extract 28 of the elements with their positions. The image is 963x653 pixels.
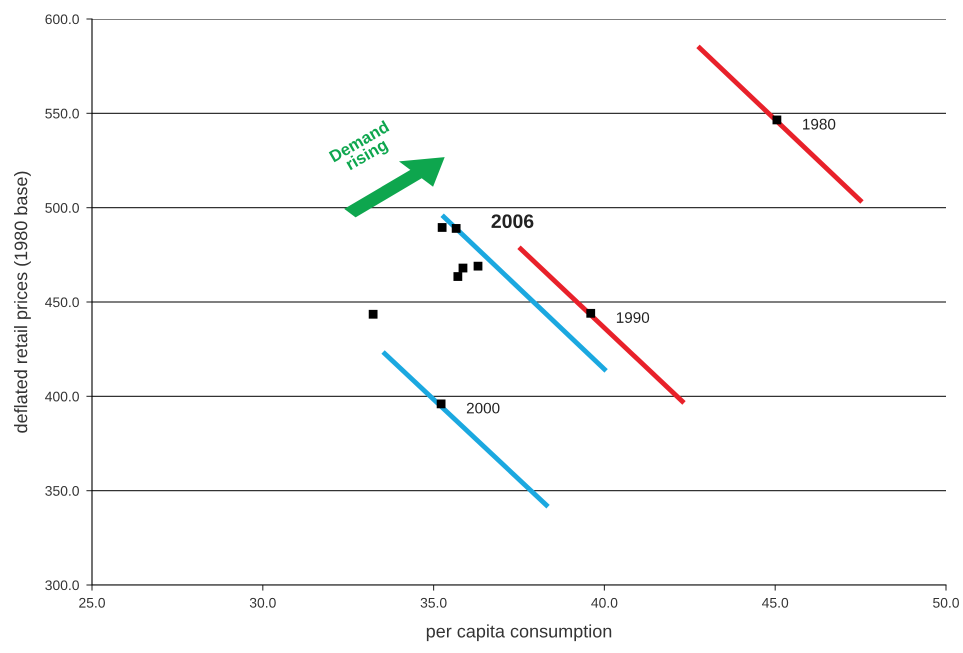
point [586,308,596,318]
point [458,264,468,272]
point [436,399,446,408]
annotation: 2000 [466,402,500,414]
x-tick-label: 45.0 [762,598,788,608]
point [453,272,462,281]
point [452,224,461,233]
x-tick-label: 25.0 [79,598,105,608]
x-tick-label: 40.0 [591,598,618,608]
y-tick-label: 450.0 [45,297,79,308]
x-tick-label: 30.0 [250,598,276,608]
point [474,262,482,271]
point [772,116,782,124]
point [368,310,378,319]
y-tick-label: 500.0 [45,203,79,213]
annotation: 1980 [803,118,836,130]
y-tick-label: 350.0 [45,486,79,496]
x-tick-label: 50.0 [933,598,959,608]
point [438,223,447,232]
y-tick-label: 400.0 [45,392,79,402]
y-tick-label: 550.0 [45,108,79,119]
annotation: 1990 [616,312,650,323]
x-axis-title: per capita consumption [426,624,612,642]
x-tick-label: 35.0 [420,598,447,608]
y-tick-label: 600.0 [45,14,79,24]
y-tick-label: 300.0 [45,580,79,590]
y-axis-title: deflated retail prices (1980 base) [14,172,31,433]
annotation: 2006 [492,214,534,228]
